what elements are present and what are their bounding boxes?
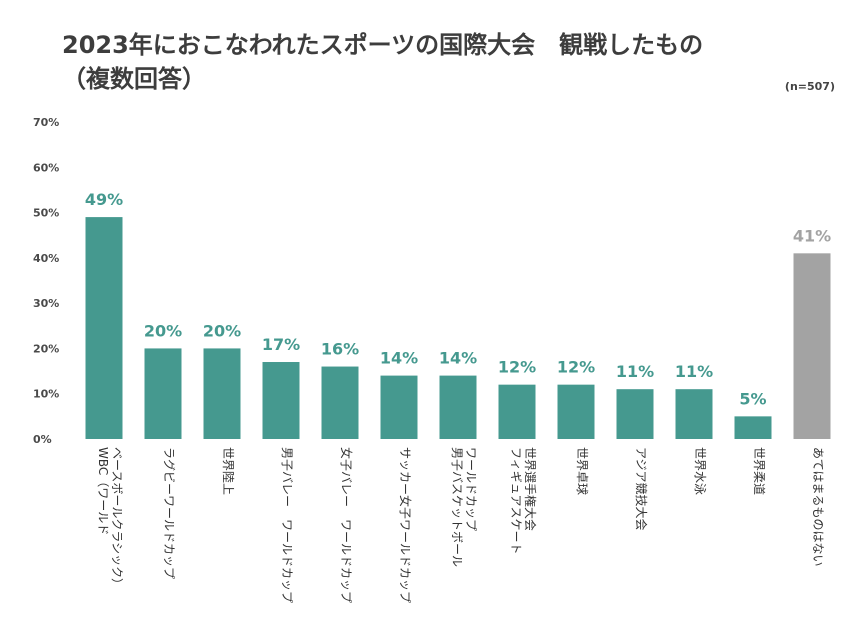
category-label: 世界陸上 <box>221 447 235 495</box>
category-label: サッカー女子ワールドカップ <box>398 447 413 603</box>
category-label: 世界卓球 <box>575 447 589 495</box>
chart-subtitle: （複数回答） <box>62 65 206 93</box>
bar <box>262 362 300 439</box>
data-label: 12% <box>557 358 595 377</box>
data-label: 11% <box>675 362 713 381</box>
chart-title-main: 2023年におこなわれたスポーツの国際大会 観戦したもの <box>62 31 704 59</box>
data-label: 16% <box>321 340 359 359</box>
data-label: 11% <box>616 362 654 381</box>
data-label: 14% <box>439 349 477 368</box>
bar <box>439 375 477 439</box>
data-label: 5% <box>739 389 766 408</box>
y-tick-label: 50% <box>33 207 59 220</box>
bar <box>321 366 359 439</box>
category-label: 世界選手権大会 <box>523 447 538 531</box>
category-label: ラグビーワールドカップ <box>162 447 176 579</box>
category-label: アジア競技大会 <box>634 447 649 531</box>
y-tick-label: 10% <box>33 388 59 401</box>
data-label: 41% <box>793 226 831 245</box>
y-tick-label: 20% <box>33 342 59 355</box>
bar <box>144 348 182 439</box>
data-label: 14% <box>380 349 418 368</box>
y-tick-label: 70% <box>33 116 59 129</box>
category-label: フィギュアスケート <box>509 447 523 555</box>
category-label: 女子バレー ワールドカップ <box>339 447 354 603</box>
bar <box>616 389 654 439</box>
bar <box>498 384 536 439</box>
category-label: あてはまるものはない <box>811 447 825 567</box>
y-tick-label: 40% <box>33 252 59 265</box>
category-label: 世界柔道 <box>752 447 766 495</box>
chart-title: 2023年におこなわれたスポーツの国際大会 観戦したもの （複数回答） <box>62 28 842 96</box>
data-label: 17% <box>262 335 300 354</box>
data-label: 20% <box>144 321 182 340</box>
category-label: 世界水泳 <box>693 447 707 495</box>
data-label: 12% <box>498 358 536 377</box>
category-label: ワールドカップ <box>464 447 478 531</box>
y-tick-label: 60% <box>33 161 59 174</box>
bar <box>203 348 241 439</box>
bar <box>557 384 595 439</box>
category-label: 男子バスケットボール <box>450 447 464 567</box>
bar <box>85 217 123 439</box>
bar <box>793 253 831 439</box>
y-tick-label: 30% <box>33 297 59 310</box>
category-label: WBC（ワールド <box>96 447 110 535</box>
bar <box>675 389 713 439</box>
category-label: ベースボールクラシック） <box>110 447 124 590</box>
data-label: 49% <box>85 190 123 209</box>
data-label: 20% <box>203 321 241 340</box>
bar <box>380 375 418 439</box>
bar <box>734 416 772 439</box>
y-tick-label: 0% <box>33 433 52 446</box>
category-label: 男子バレー ワールドカップ <box>280 447 294 603</box>
sample-size-label: (n=507) <box>784 80 835 93</box>
